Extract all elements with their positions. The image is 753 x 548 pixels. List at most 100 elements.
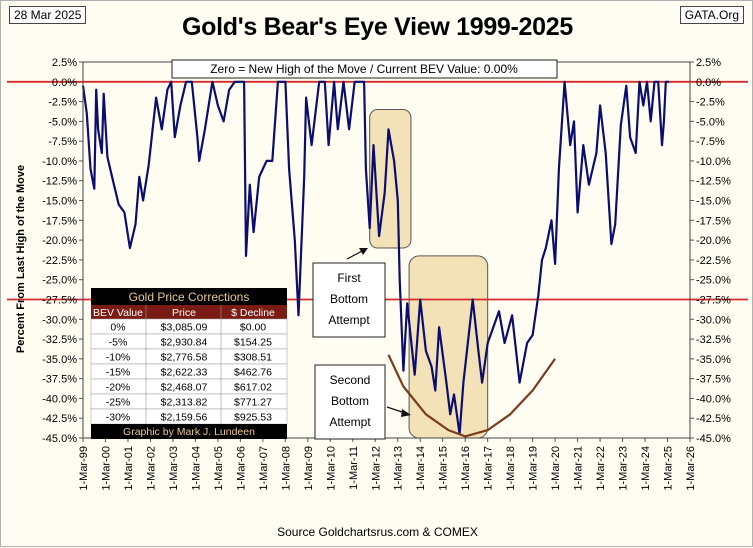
y-tick-label-left: 2.5% — [52, 57, 77, 69]
bottom-trend-curve — [387, 354, 556, 438]
y-tick-label-right: -20.0% — [696, 235, 731, 247]
table-cell: $2,468.07 — [161, 382, 208, 394]
y-tick-label-left: -40.0% — [42, 393, 77, 405]
table-cell: $2,622.33 — [161, 367, 208, 379]
table-header-decline: $ Decline — [231, 307, 275, 319]
y-tick-label-right: -25.0% — [696, 275, 731, 287]
y-tick-label-right: 0.0% — [696, 77, 721, 89]
y-axis-label-group: Percent From Last High of the Move — [15, 165, 27, 353]
table-cell: -30% — [106, 412, 131, 424]
table-cell: 0% — [110, 322, 125, 334]
y-tick-label-left: -25.0% — [42, 275, 77, 287]
y-tick-label-left: -2.5% — [48, 97, 77, 109]
y-tick-label-right: -37.5% — [696, 374, 731, 386]
y-tick-label-left: -5.0% — [48, 116, 77, 128]
table-cell: -20% — [106, 382, 131, 394]
y-tick-label-right: -40.0% — [696, 393, 731, 405]
table-cell: $2,159.56 — [161, 412, 208, 424]
x-tick-label: 1-Mar-03 — [168, 446, 180, 491]
bev-note-box: Zero = New High of the Move / Current BE… — [171, 59, 558, 79]
bottom-curve — [387, 354, 556, 438]
table-cell: $771.27 — [234, 397, 272, 409]
x-tick-label: 1-Mar-25 — [663, 446, 675, 491]
second-bottom-highlight — [408, 255, 489, 439]
y-tick-label-right: -32.5% — [696, 334, 731, 346]
x-tick-label: 1-Mar-13 — [393, 446, 405, 491]
table-footer: Graphic by Mark J. Lundeen — [123, 426, 255, 438]
table-cell: -10% — [106, 352, 131, 364]
first-bottom-highlight — [369, 108, 412, 249]
y-tick-label-right: -12.5% — [696, 176, 731, 188]
y-axis-label: Percent From Last High of the Move — [15, 165, 27, 353]
bev-note-text: Zero = New High of the Move / Current BE… — [210, 62, 518, 76]
second-bottom-line-1: Second — [330, 373, 371, 387]
y-tick-label-left: -32.5% — [42, 334, 77, 346]
x-tick-label: 1-Mar-07 — [258, 446, 270, 491]
x-tick-label: 1-Mar-20 — [550, 446, 562, 491]
x-tick-label: 1-Mar-11 — [348, 446, 360, 490]
y-tick-label-left: -7.5% — [48, 136, 77, 148]
y-tick-label-right: -7.5% — [696, 136, 725, 148]
y-tick-label-right: -30.0% — [696, 314, 731, 326]
y-tick-label-right: -17.5% — [696, 215, 731, 227]
second-bottom-arrowhead — [401, 409, 411, 417]
y-tick-label-left: -30.0% — [42, 314, 77, 326]
table-cell: $2,313.82 — [161, 397, 208, 409]
first-bottom-callout: First Bottom Attempt — [312, 248, 386, 338]
y-tick-label-left: -37.5% — [42, 374, 77, 386]
x-tick-label: 1-Mar-14 — [415, 446, 427, 491]
highlight-boxes — [369, 108, 489, 439]
bev-line — [81, 80, 670, 436]
table-cell: -15% — [106, 367, 131, 379]
y-tick-label-left: -35.0% — [42, 354, 77, 366]
table-rows: 0% $3,085.09 $0.00 -5% $2,930.84 $154.25 -10% $… — [90, 318, 288, 425]
date-label: 28 Mar 2025 — [9, 6, 87, 24]
source-note: Source Goldchartsrus.com & COMEX — [277, 525, 478, 539]
table-cell: $154.25 — [234, 337, 272, 349]
x-tick-label: 1-Mar-05 — [213, 446, 225, 491]
corrections-table: Gold Price Corrections BEV Value Price $… — [90, 288, 288, 439]
y-tick-label-right: -27.5% — [696, 294, 731, 306]
table-cell: $462.76 — [234, 367, 272, 379]
table-cell: $3,085.09 — [161, 322, 208, 334]
x-tick-labels: 1-Mar-99 1-Mar-00 1-Mar-01 1-Mar-02 1-Mar-03… — [78, 446, 697, 491]
y-tick-label-left: -22.5% — [42, 255, 77, 267]
chart-title: Gold's Bear's Eye View 1999-2025 — [182, 13, 573, 41]
x-tick-label: 1-Mar-12 — [370, 446, 382, 491]
first-bottom-arrowhead — [359, 248, 368, 255]
table-cell: $308.51 — [234, 352, 272, 364]
y-tick-label-left: 0.0% — [52, 77, 77, 89]
y-tick-label-left: -12.5% — [42, 176, 77, 188]
x-tick-label: 1-Mar-15 — [438, 446, 450, 491]
y-tick-label-left: -15.0% — [42, 196, 77, 208]
gridlines — [79, 61, 694, 442]
y-tick-label-right: 2.5% — [696, 57, 721, 69]
y-tick-label-left: -27.5% — [42, 294, 77, 306]
y-tick-label-left: -17.5% — [42, 215, 77, 227]
x-tick-label: 1-Mar-10 — [325, 446, 337, 491]
bev-series — [81, 80, 670, 436]
x-tick-label: 1-Mar-09 — [303, 446, 315, 491]
x-tick-label: 1-Mar-22 — [595, 446, 607, 491]
x-tick-label: 1-Mar-06 — [235, 446, 247, 491]
x-tick-label: 1-Mar-23 — [618, 446, 630, 491]
x-tick-label: 1-Mar-19 — [528, 446, 540, 491]
table-cell: $2,776.58 — [161, 352, 208, 364]
x-tick-label: 1-Mar-21 — [573, 446, 585, 491]
y-tick-label-right: -15.0% — [696, 196, 731, 208]
x-tick-label: 1-Mar-01 — [123, 446, 135, 491]
y-tick-label-right: -42.5% — [696, 413, 731, 425]
y-tick-label-right: -10.0% — [696, 156, 731, 168]
x-tick-label: 1-Mar-26 — [685, 446, 697, 491]
table-cell: $2,930.84 — [161, 337, 208, 349]
second-bottom-line-3: Attempt — [329, 415, 371, 429]
table-header-bev: BEV Value — [93, 307, 143, 319]
first-bottom-line-2: Bottom — [330, 292, 368, 306]
first-bottom-line-1: First — [337, 271, 361, 285]
y-tick-label-left: -45.0% — [42, 433, 77, 445]
table-cell: $925.53 — [234, 412, 272, 424]
x-tick-label: 1-Mar-16 — [460, 446, 472, 491]
table-header-price: Price — [172, 307, 196, 319]
